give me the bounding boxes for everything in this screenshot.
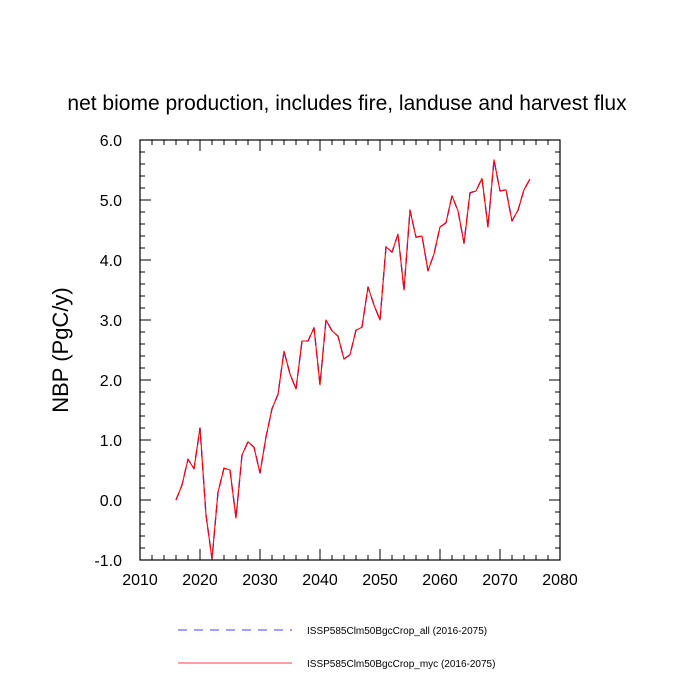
series-line-0 xyxy=(175,159,531,560)
y-tick-label: 2.0 xyxy=(100,373,122,390)
y-tick-label: 4.0 xyxy=(100,253,122,270)
x-tick-label: 2080 xyxy=(542,572,578,589)
y-tick-label: 0.0 xyxy=(100,493,122,510)
series-group xyxy=(175,159,531,560)
plot-frame-group xyxy=(139,139,561,561)
series-line-1 xyxy=(175,159,531,560)
y-tick-label: 3.0 xyxy=(100,313,122,330)
x-tick-label: 2030 xyxy=(242,572,278,589)
x-tick-label: 2040 xyxy=(302,572,338,589)
x-axis: 2010 2020 2030 2040 2050 2060 2070 2080 xyxy=(122,140,578,589)
x-tick-label: 2010 xyxy=(122,572,158,589)
legend: ISSP585Clm50BgcCrop_all (2016-2075) ISSP5… xyxy=(178,626,495,670)
y-axis: -1.0 0.0 1.0 2.0 3.0 4.0 5.0 6.0 xyxy=(94,133,560,570)
plot-frame xyxy=(139,139,561,561)
chart-title: net biome production, includes fire, lan… xyxy=(67,92,627,115)
y-tick-label: 1.0 xyxy=(100,433,122,450)
y-tick-label: -1.0 xyxy=(94,553,122,570)
x-tick-label: 2060 xyxy=(422,572,458,589)
y-tick-label: 5.0 xyxy=(100,193,122,210)
x-tick-label: 2020 xyxy=(182,572,218,589)
x-tick-label: 2050 xyxy=(362,572,398,589)
y-tick-label: 6.0 xyxy=(100,133,122,150)
x-tick-label: 2070 xyxy=(482,572,518,589)
y-axis-label: NBP (PgC/y) xyxy=(48,287,73,413)
legend-label-0: ISSP585Clm50BgcCrop_all (2016-2075) xyxy=(307,626,487,637)
legend-label-1: ISSP585Clm50BgcCrop_myc (2016-2075) xyxy=(307,659,495,670)
